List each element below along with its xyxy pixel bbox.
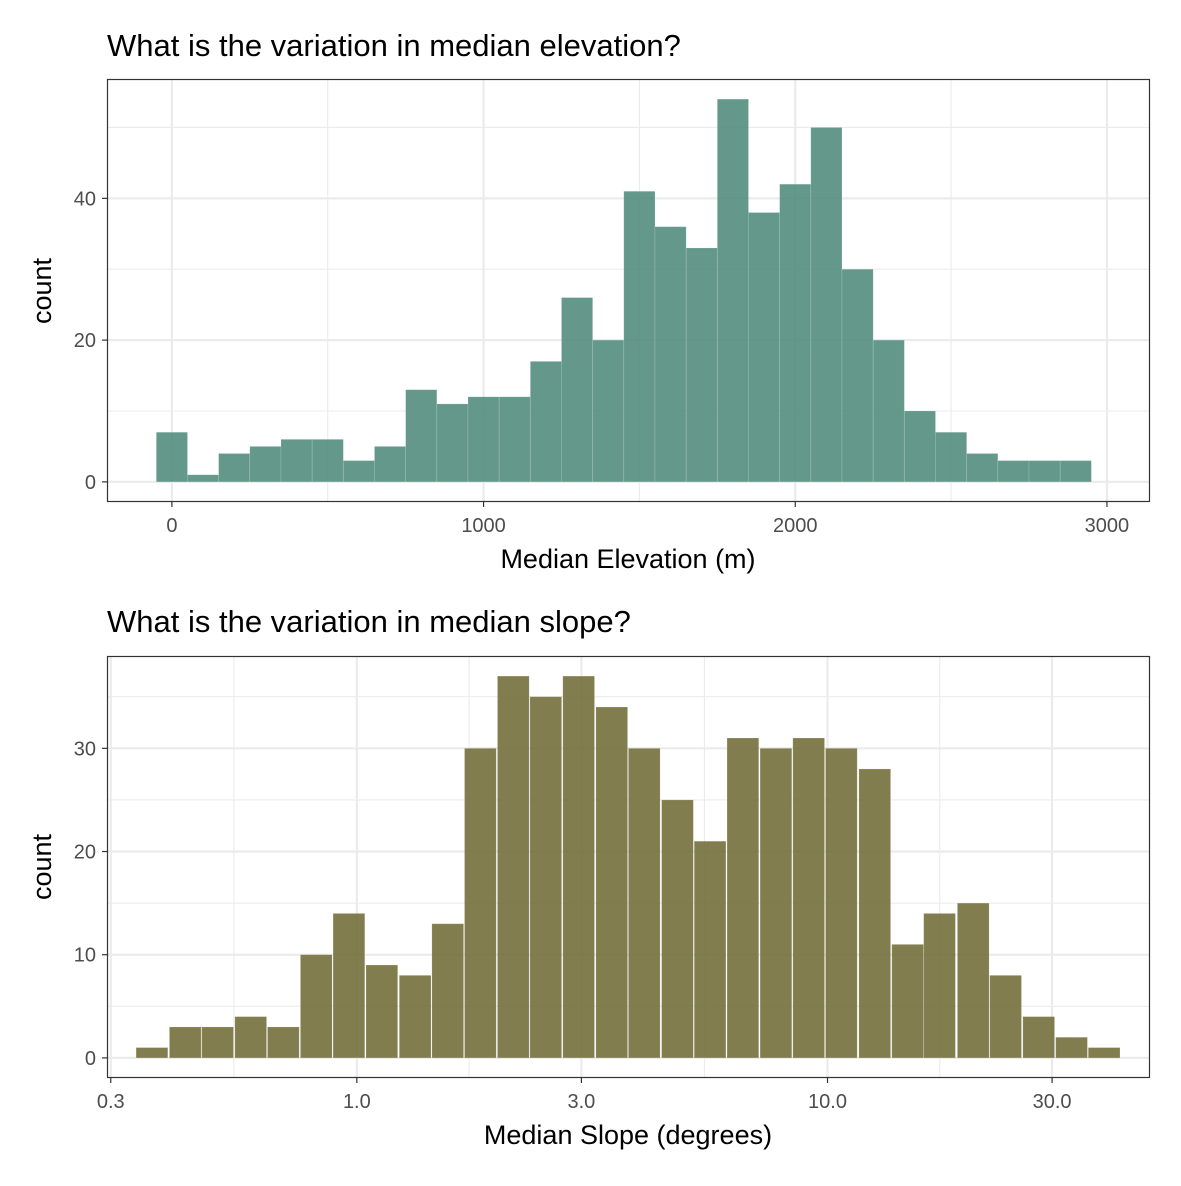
histogram-bar [169, 1026, 202, 1059]
histogram-bar [155, 431, 188, 483]
x-tick-label: 3.0 [568, 1091, 596, 1113]
histogram-bar [759, 747, 793, 1059]
histogram-bar [464, 747, 497, 1059]
histogram-bar [234, 1016, 267, 1059]
histogram-bar [779, 183, 812, 483]
y-axis-ticks: 0 10 20 30 [74, 738, 108, 1070]
x-axis-ticks: 0 1000 2000 3000 [166, 501, 1129, 537]
histogram-bar [1059, 460, 1092, 483]
x-tick-label: 30.0 [1033, 1091, 1072, 1113]
histogram-bar [858, 768, 891, 1059]
histogram-bar [218, 453, 251, 483]
histogram-bar [661, 799, 694, 1059]
histogram-bar [561, 297, 594, 483]
histogram-bar [841, 268, 874, 483]
y-tick-label: 0 [85, 472, 96, 494]
panel-border [106, 655, 1151, 1079]
histogram-bar [249, 446, 282, 483]
histogram-bar [685, 247, 718, 483]
histogram-bar [966, 453, 999, 483]
x-tick-label: 0.3 [97, 1091, 125, 1113]
histogram-bar [280, 438, 313, 483]
histogram-bar [654, 226, 687, 483]
histogram-bar [628, 747, 661, 1059]
x-tick-label: 3000 [1085, 515, 1130, 537]
histogram-bar [792, 737, 825, 1059]
histogram-bar [957, 902, 990, 1059]
histogram-bars [155, 98, 1092, 483]
histogram-bar [623, 190, 656, 483]
x-tick-label: 2000 [773, 515, 818, 537]
y-tick-label: 30 [74, 738, 96, 760]
y-tick-label: 40 [74, 188, 96, 210]
histogram-bar [135, 1047, 169, 1059]
x-axis-title: Median Elevation (m) [500, 544, 755, 574]
histogram-bar [187, 474, 220, 483]
histogram-bar [1022, 1016, 1055, 1059]
y-axis-title: count [27, 833, 57, 900]
histogram-bar [436, 403, 469, 483]
histogram-bar [267, 1026, 300, 1059]
histogram-bar [342, 460, 375, 483]
histogram-bar [562, 675, 595, 1059]
histogram-bar [595, 706, 628, 1059]
histogram-bar [1087, 1047, 1121, 1059]
histogram-bar [201, 1026, 234, 1059]
histogram-bar [498, 396, 531, 483]
y-tick-label: 10 [74, 945, 96, 967]
chart-title: What is the variation in median elevatio… [107, 28, 681, 63]
y-tick-label: 20 [74, 842, 96, 864]
histogram-bar [923, 913, 956, 1059]
panel-border [106, 78, 1151, 503]
histogram-bar [529, 360, 562, 483]
histogram-bar [693, 840, 727, 1059]
histogram-bar [398, 974, 432, 1059]
x-tick-label: 1000 [461, 515, 506, 537]
histogram-bar [989, 974, 1022, 1059]
slope-histogram: What is the variation in median slope? 0… [27, 604, 1151, 1150]
histogram-bar [300, 954, 333, 1059]
histogram-bar [825, 747, 858, 1059]
histogram-bar [726, 737, 760, 1059]
x-tick-label: 1.0 [343, 1091, 371, 1113]
histogram-bar [365, 964, 399, 1059]
histogram-bar [748, 212, 781, 483]
x-tick-label: 0 [166, 515, 177, 537]
histogram-bar [467, 396, 500, 483]
y-tick-label: 0 [85, 1048, 96, 1070]
histogram-bar [810, 127, 843, 483]
histogram-bar [1055, 1036, 1088, 1059]
chart-title: What is the variation in median slope? [107, 604, 631, 639]
histogram-bar [716, 98, 749, 483]
histogram-bar [332, 913, 366, 1059]
histogram-bar [374, 446, 407, 483]
histogram-bar [891, 943, 924, 1059]
elevation-histogram: What is the variation in median elevatio… [27, 28, 1151, 574]
x-axis-title: Median Slope (degrees) [484, 1120, 772, 1150]
histogram-bar [529, 696, 563, 1059]
histogram-bar [405, 389, 438, 483]
y-tick-label: 20 [74, 330, 96, 352]
histogram-bar [497, 675, 530, 1059]
y-axis-ticks: 0 20 40 [74, 188, 108, 494]
x-tick-label: 10.0 [808, 1091, 847, 1113]
histogram-bar [1028, 460, 1061, 483]
histogram-bar [935, 431, 968, 483]
histogram-bar [431, 923, 464, 1059]
histogram-bar [872, 339, 905, 483]
histogram-bar [311, 438, 344, 483]
histogram-bars [135, 675, 1121, 1059]
histogram-bar [997, 460, 1030, 483]
histogram-bar [903, 410, 936, 483]
x-axis-ticks: 0.3 1.0 3.0 10.0 30.0 [97, 1077, 1072, 1113]
y-axis-title: count [27, 257, 57, 324]
histogram-bar [592, 339, 625, 483]
